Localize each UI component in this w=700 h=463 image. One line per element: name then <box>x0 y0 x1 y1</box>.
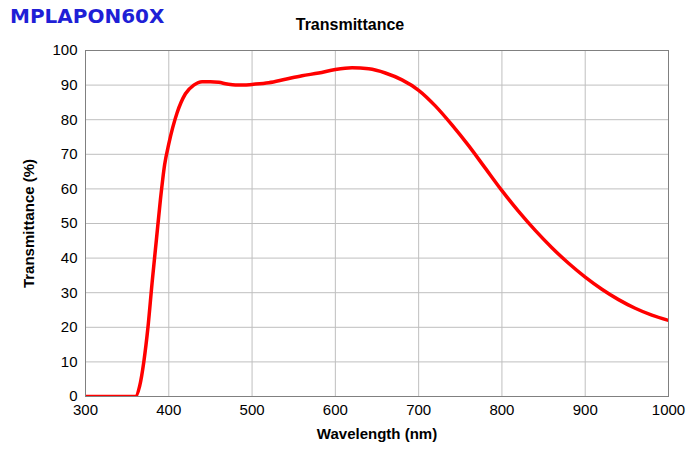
svg-text:80: 80 <box>61 111 78 128</box>
svg-text:Wavelength (nm): Wavelength (nm) <box>317 425 437 442</box>
html-text:MPLAPON60X: MPLAPON60X <box>10 4 165 28</box>
svg-text:0: 0 <box>69 387 78 405</box>
svg-text:20: 20 <box>61 318 78 335</box>
svg-text:100: 100 <box>52 45 77 58</box>
svg-text:50: 50 <box>61 214 78 231</box>
svg-text:1000: 1000 <box>652 401 685 418</box>
svg-text:300: 300 <box>73 401 98 418</box>
html-text:Transmittance: Transmittance <box>295 16 405 33</box>
svg-text:Transmittance (%): Transmittance (%) <box>20 159 37 288</box>
svg-text:700: 700 <box>406 401 431 418</box>
svg-text:60: 60 <box>61 180 78 197</box>
svg-text:600: 600 <box>323 401 348 418</box>
svg-text:900: 900 <box>573 401 598 418</box>
svg-text:400: 400 <box>156 401 181 418</box>
svg-text:800: 800 <box>489 401 514 418</box>
svg-text:70: 70 <box>61 145 78 162</box>
svg-text:40: 40 <box>61 249 78 266</box>
svg-text:90: 90 <box>61 76 78 93</box>
svg-text:10: 10 <box>61 353 78 370</box>
svg-text:30: 30 <box>61 284 78 301</box>
svg-text:500: 500 <box>240 401 265 418</box>
